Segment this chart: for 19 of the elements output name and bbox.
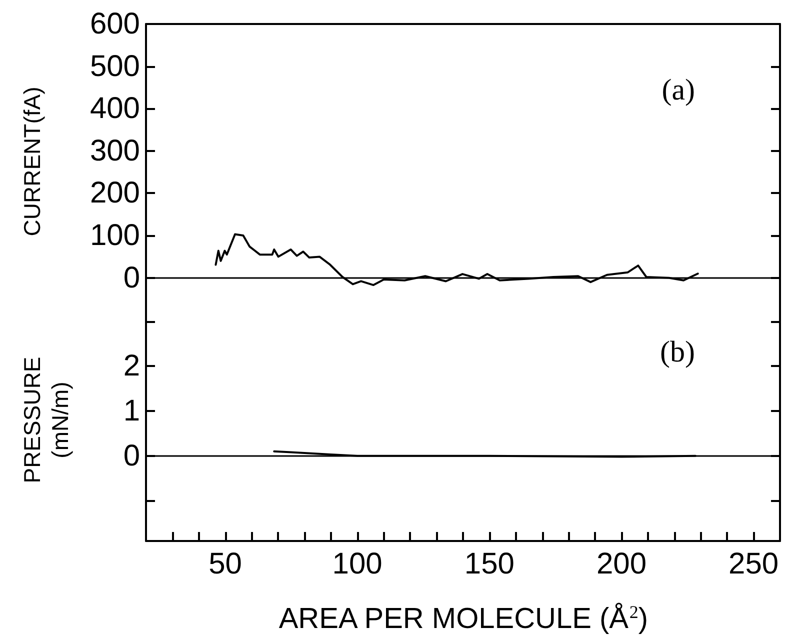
x-tick-label: 50 bbox=[208, 548, 242, 580]
x-tick-label: 100 bbox=[332, 548, 382, 580]
x-tick-label: 200 bbox=[596, 548, 647, 580]
y-axis-title: CURRENT(fA) bbox=[19, 86, 45, 236]
y-tick-label: 300 bbox=[90, 134, 140, 168]
y-tick-label: 600 bbox=[90, 8, 140, 40]
annotation: (a) bbox=[662, 74, 695, 106]
y-axis-title: PRESSURE (mN/m) bbox=[19, 356, 73, 484]
y-tick-label: 0 bbox=[123, 439, 140, 472]
annotation: (b) bbox=[660, 336, 696, 368]
y-tick-label: 400 bbox=[90, 92, 140, 126]
y-tick-label: 200 bbox=[90, 176, 140, 210]
y-tick-label: 1 bbox=[123, 394, 140, 428]
x-tick-label: 150 bbox=[464, 548, 514, 580]
y-tick-label: 2 bbox=[123, 350, 140, 383]
y-tick-label: 0 bbox=[123, 261, 140, 294]
x-tick-label: 250 bbox=[728, 548, 779, 580]
y-tick-label: 100 bbox=[90, 219, 140, 252]
y-tick-label: 500 bbox=[90, 50, 140, 83]
